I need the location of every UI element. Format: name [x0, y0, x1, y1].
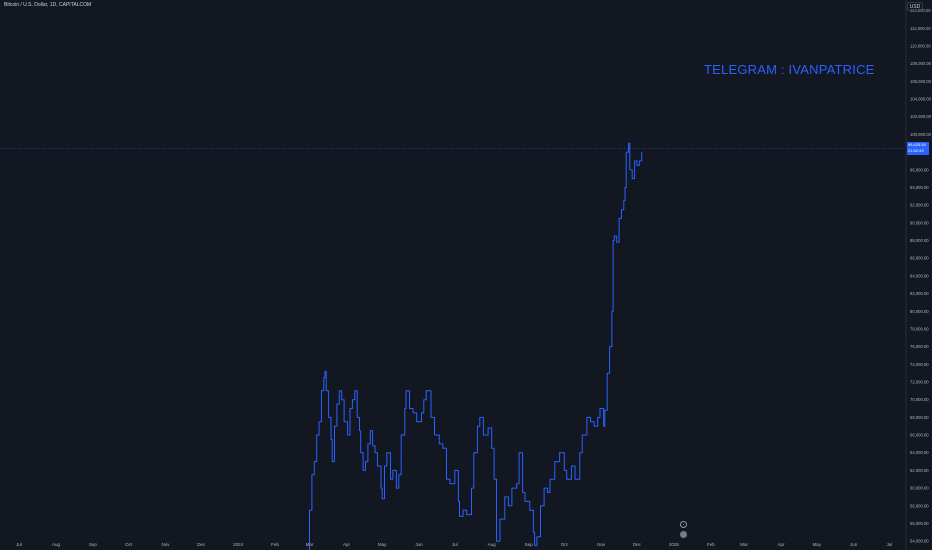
x-tick-label: Jul: [886, 542, 892, 547]
last-price-value: 98,425.50: [908, 141, 926, 147]
x-tick-label: Oct: [125, 542, 133, 547]
y-tick-label: 92,000.00: [910, 203, 929, 208]
y-tick-label: 68,000.00: [910, 415, 929, 420]
y-tick-label: 104,000.00: [910, 97, 932, 102]
bar-countdown: 21:52:43: [908, 147, 924, 153]
y-tick-label: 80,000.00: [910, 309, 929, 314]
y-tick-label: 112,000.00: [910, 26, 931, 31]
x-tick-label: Jun: [850, 542, 858, 547]
watermark-text: TELEGRAM : IVANPATRICE: [704, 62, 875, 77]
x-tick-label: Aug: [488, 542, 497, 547]
x-tick-label: Mar: [740, 542, 748, 547]
y-tick-label: 90,000.00: [910, 220, 929, 225]
x-tick-label: Sep: [525, 542, 534, 547]
price-axis[interactable]: 54,000.00 56,000.00 58,000.00 60,000.00 62,0…: [910, 8, 932, 544]
symbol-title[interactable]: Bitcoin / U.S. Dollar, 1D, CAPITALCOM: [4, 2, 92, 8]
y-tick-label: 72,000.00: [910, 379, 929, 384]
y-tick-label: 60,000.00: [910, 486, 929, 491]
x-tick-label: 2024: [233, 542, 244, 547]
series-line: [309, 142, 643, 550]
y-tick-label: 82,000.00: [910, 291, 929, 296]
x-tick-label: Dec: [197, 542, 206, 547]
x-tick-label: Jul: [452, 542, 458, 547]
y-tick-label: 108,000.00: [910, 61, 932, 66]
y-tick-label: 76,000.00: [910, 344, 929, 349]
x-tick-label: Sep: [89, 542, 98, 547]
y-tick-label: 70,000.00: [910, 397, 929, 402]
x-tick-label: May: [378, 542, 387, 547]
currency-button[interactable]: USD: [907, 2, 923, 11]
x-tick-label: Feb: [707, 542, 715, 547]
y-tick-label: 58,000.00: [910, 503, 929, 508]
x-tick-label: Apr: [777, 542, 785, 547]
y-tick-label: 84,000.00: [910, 273, 929, 278]
y-tick-label: 106,000.00: [910, 79, 932, 84]
y-tick-label: 62,000.00: [910, 468, 929, 473]
y-tick-label: 64,000.00: [910, 450, 929, 455]
dividend-marker-icon[interactable]: [680, 531, 687, 538]
y-tick-label: 96,000.00: [910, 167, 929, 172]
event-marker-icon[interactable]: [680, 521, 687, 528]
time-axis[interactable]: Jul Aug Sep Oct Nov Dec 2024 Feb Mar Apr May Jun Jul…: [16, 542, 892, 547]
x-tick-label: Oct: [561, 542, 569, 547]
y-tick-label: 110,000.00: [910, 43, 931, 48]
x-tick-label: May: [812, 542, 821, 547]
x-tick-label: Nov: [161, 542, 170, 547]
y-tick-label: 78,000.00: [910, 326, 929, 331]
x-tick-label: Apr: [343, 542, 351, 547]
x-tick-label: Jun: [415, 542, 423, 547]
y-tick-label: 88,000.00: [910, 238, 929, 243]
x-tick-label: 2025: [669, 542, 680, 547]
last-price-label: 98,425.50 21:52:43: [907, 141, 929, 155]
y-tick-label: 56,000.00: [910, 521, 929, 526]
x-tick-label: Aug: [52, 542, 61, 547]
y-tick-label: 66,000.00: [910, 433, 929, 438]
x-tick-label: Dec: [633, 542, 642, 547]
y-tick-label: 54,000.00: [910, 539, 929, 544]
x-tick-label: Nov: [597, 542, 606, 547]
y-tick-label: 102,000.00: [910, 114, 932, 119]
y-tick-label: 74,000.00: [910, 362, 929, 367]
x-tick-label: Feb: [271, 542, 279, 547]
y-tick-label: 100,000.00: [910, 132, 932, 137]
y-tick-label: 86,000.00: [910, 256, 929, 261]
y-tick-label: 94,000.00: [910, 185, 929, 190]
x-tick-label: Jul: [16, 542, 22, 547]
